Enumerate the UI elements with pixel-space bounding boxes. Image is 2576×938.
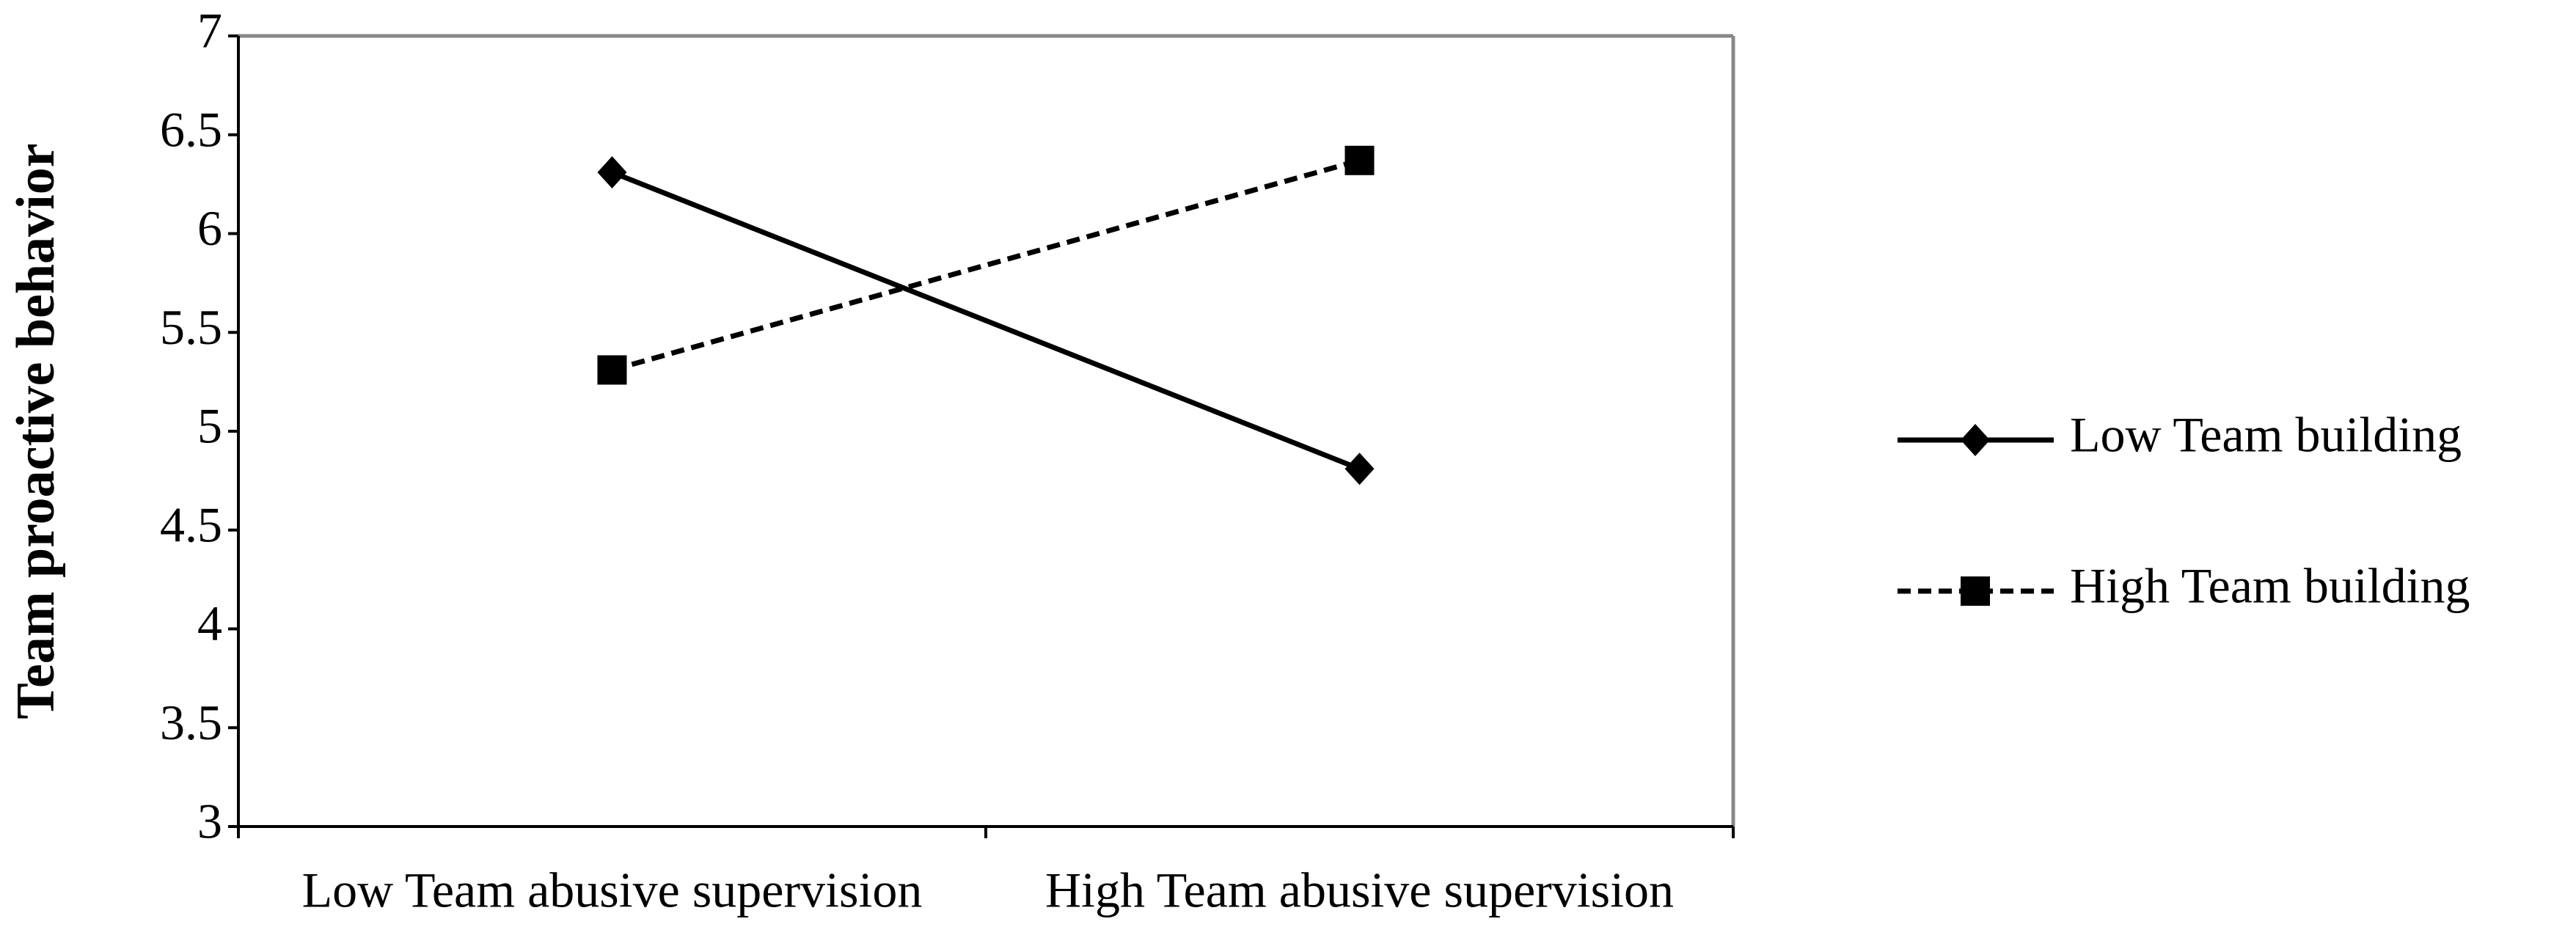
legend-label: Low Team building [2070, 407, 2462, 463]
data-point [597, 155, 627, 188]
legend-marker [1961, 424, 1990, 456]
legend-label: High Team building [2070, 558, 2470, 614]
x-tick-label: Low Team abusive supervision [302, 862, 923, 918]
data-point [1344, 145, 1375, 175]
series-line [611, 169, 1361, 472]
data-point [597, 355, 627, 385]
y-tick-label: 3 [197, 794, 222, 849]
x-tick-label: High Team abusive supervision [1045, 862, 1674, 918]
series-line [611, 158, 1361, 373]
y-tick-label: 5.5 [160, 299, 222, 355]
legend-marker [1961, 576, 1990, 606]
y-tick-label: 5 [197, 398, 222, 454]
y-tick-label: 4 [197, 596, 222, 651]
y-tick-label: 4.5 [160, 497, 222, 552]
y-tick-label: 3.5 [160, 695, 222, 750]
data-point [1344, 452, 1375, 486]
y-tick-label: 6 [197, 200, 222, 256]
y-axis-title: Team proactive behavior [6, 143, 66, 719]
y-tick-label: 6.5 [160, 101, 222, 157]
y-tick-label: 7 [197, 3, 222, 59]
